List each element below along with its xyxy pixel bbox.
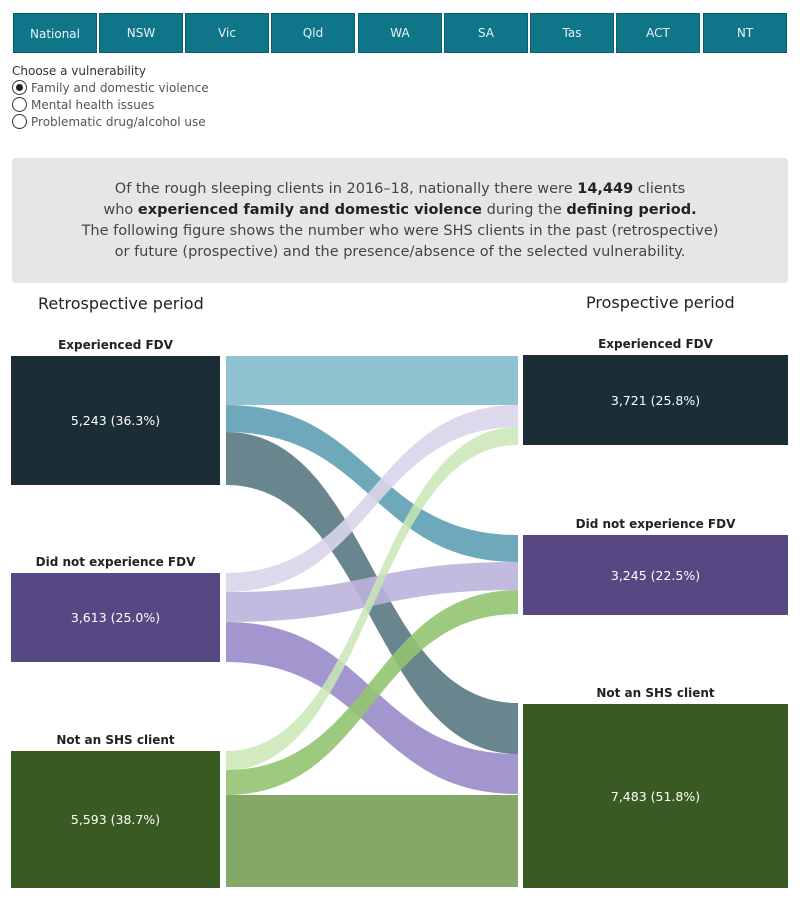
summary-line-3: The following figure shows the number wh… [81,222,719,239]
summary-line-4: or future (prospective) and the presence… [114,243,686,260]
tab-vic[interactable]: Vic [185,13,269,53]
retrospective-title: Retrospective period [38,294,204,313]
tab-nsw[interactable]: NSW [99,13,183,53]
tab-sa[interactable]: SA [444,13,528,53]
vulnerability-title: Choose a vulnerability [12,64,147,78]
vulnerability-selector: Choose a vulnerability Family and domest… [12,64,209,130]
flow-notshs-to-notshs [226,795,518,887]
retro-label-not-shs: Not an SHS client [56,733,175,747]
pro-node-did-not[interactable]: 3,245 (22.5%) [523,535,788,615]
radio-icon[interactable] [12,97,27,112]
tab-national[interactable]: National [13,13,97,53]
flow-fdv-to-fdv [226,356,518,405]
pro-label-not-shs: Not an SHS client [596,686,715,700]
flow-fdv-to-didnot [226,405,518,562]
summary-line-1: Of the rough sleeping clients in 2016–18… [114,180,686,197]
radio-icon[interactable] [12,114,27,129]
tab-tas[interactable]: Tas [530,13,614,53]
retro-node-fdv[interactable]: 5,243 (36.3%) [11,356,220,485]
pro-label-did-not: Did not experience FDV [575,517,736,531]
option-family-domestic-violence[interactable]: Family and domestic violence [12,79,209,96]
retro-node-not-shs[interactable]: 5,593 (38.7%) [11,751,220,888]
tab-qld[interactable]: Qld [271,13,355,53]
option-label: Mental health issues [31,97,155,112]
summary-line-2: who experienced family and domestic viol… [103,201,697,218]
retro-label-did-not: Did not experience FDV [35,555,196,569]
flow-didnot-to-notshs [226,622,518,794]
option-mental-health[interactable]: Mental health issues [12,96,209,113]
retro-node-did-not[interactable]: 3,613 (25.0%) [11,573,220,662]
prospective-title: Prospective period [586,293,735,312]
pro-node-not-shs[interactable]: 7,483 (51.8%) [523,704,788,888]
tab-nt[interactable]: NT [703,13,787,53]
option-drug-alcohol[interactable]: Problematic drug/alcohol use [12,113,209,130]
radio-selected-icon[interactable] [12,80,27,95]
pro-node-fdv[interactable]: 3,721 (25.8%) [523,355,788,445]
flow-didnot-to-fdv [226,405,518,592]
flow-notshs-to-fdv [226,427,518,770]
tab-act[interactable]: ACT [616,13,700,53]
summary-box: Of the rough sleeping clients in 2016–18… [12,158,788,283]
option-label: Family and domestic violence [31,80,209,95]
retro-label-fdv: Experienced FDV [58,338,173,352]
tab-wa[interactable]: WA [358,13,442,53]
pro-label-fdv: Experienced FDV [598,337,713,351]
option-label: Problematic drug/alcohol use [31,114,206,129]
flow-notshs-to-didnot [226,590,518,795]
